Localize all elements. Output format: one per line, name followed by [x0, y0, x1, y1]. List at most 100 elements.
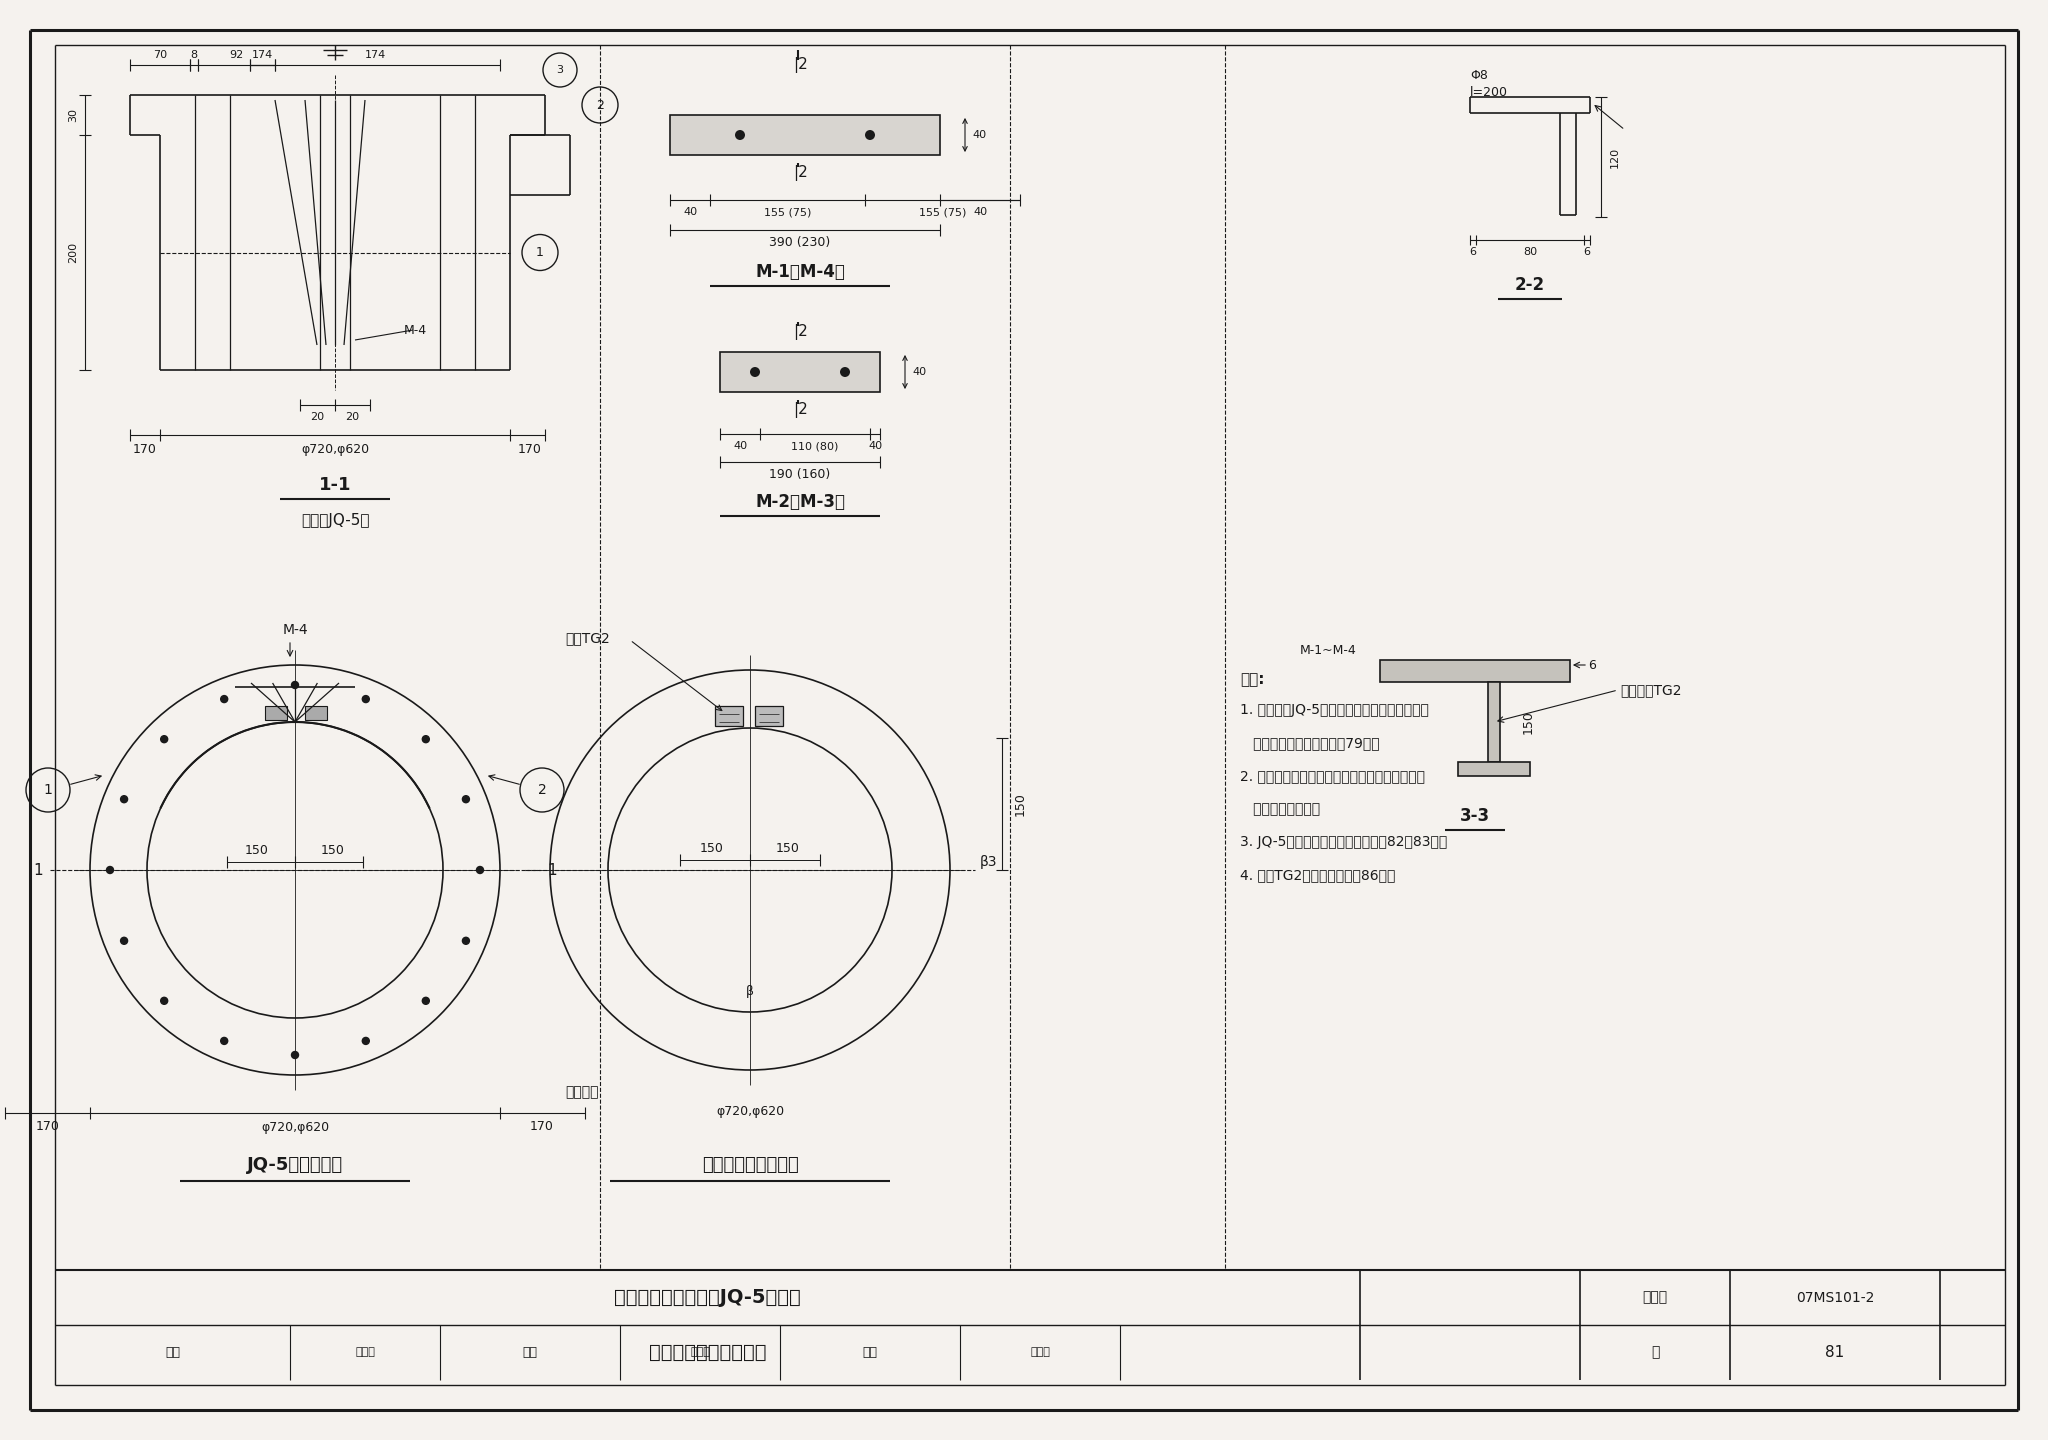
Text: φ720,φ620: φ720,φ620	[260, 1120, 330, 1133]
Text: 190 (160): 190 (160)	[770, 468, 831, 481]
Text: 2: 2	[596, 98, 604, 111]
Text: |2: |2	[793, 402, 807, 418]
Text: 155 (75): 155 (75)	[764, 207, 811, 217]
Bar	[1489, 683, 1499, 762]
Bar	[305, 706, 328, 720]
Text: M-4: M-4	[403, 324, 426, 337]
Text: 页: 页	[1651, 1345, 1659, 1359]
Circle shape	[160, 998, 168, 1004]
Circle shape	[291, 1051, 299, 1058]
Text: 110 (80): 110 (80)	[791, 441, 840, 451]
Text: JQ-5平面配筋图: JQ-5平面配筋图	[248, 1156, 344, 1174]
Text: 92: 92	[229, 50, 244, 60]
Text: 20: 20	[311, 412, 324, 422]
Text: 3-3: 3-3	[1460, 806, 1491, 825]
Text: 塑钢踏步TG2: 塑钢踏步TG2	[1620, 683, 1681, 697]
Text: 王龙生: 王龙生	[1030, 1348, 1051, 1358]
Text: 及预埋件、踏步大样图: 及预埋件、踏步大样图	[649, 1344, 766, 1362]
Circle shape	[422, 736, 430, 743]
Circle shape	[463, 796, 469, 802]
Text: （用于JQ-5）: （用于JQ-5）	[301, 513, 369, 527]
Text: 6: 6	[1587, 658, 1595, 671]
Polygon shape	[756, 706, 782, 726]
Text: 40: 40	[868, 441, 883, 451]
Text: M-2（M-3）: M-2（M-3）	[756, 492, 846, 511]
Text: 80: 80	[1524, 248, 1538, 256]
Text: 3: 3	[557, 65, 563, 75]
Text: 200: 200	[68, 242, 78, 264]
Bar	[264, 706, 287, 720]
Text: 预制井圈踏步大样图: 预制井圈踏步大样图	[702, 1156, 799, 1174]
Circle shape	[864, 130, 874, 140]
Text: 40: 40	[733, 441, 748, 451]
Text: 图集号: 图集号	[1642, 1290, 1667, 1305]
Circle shape	[840, 367, 850, 377]
Text: 6: 6	[1470, 248, 1477, 256]
Text: φ720,φ620: φ720,φ620	[717, 1106, 784, 1119]
Bar	[1458, 762, 1530, 776]
Text: 2. 预制井圈踏步位置见各井的模板图，安装井圈: 2. 预制井圈踏步位置见各井的模板图，安装井圈	[1239, 769, 1425, 783]
Text: 150: 150	[322, 844, 344, 857]
Text: 40: 40	[911, 367, 926, 377]
Text: 说明:: 说明:	[1239, 672, 1264, 687]
Text: 120: 120	[1610, 147, 1620, 167]
Circle shape	[221, 696, 227, 703]
Text: 预制井圈: 预制井圈	[565, 1084, 598, 1099]
Text: 155 (75): 155 (75)	[920, 207, 967, 217]
Circle shape	[362, 696, 369, 703]
Circle shape	[121, 796, 127, 802]
Text: 1: 1	[43, 783, 53, 796]
Text: 174: 174	[365, 50, 385, 60]
Text: φ720,φ620: φ720,φ620	[301, 442, 369, 455]
Text: M-1~M-4: M-1~M-4	[1300, 644, 1356, 657]
Text: 40: 40	[682, 207, 696, 217]
Circle shape	[750, 367, 760, 377]
Circle shape	[106, 867, 113, 874]
Text: 1. 预制井圈JQ-5用于需设保温井盖的井口上。: 1. 预制井圈JQ-5用于需设保温井盖的井口上。	[1239, 703, 1430, 717]
Text: M-1（M-4）: M-1（M-4）	[756, 264, 846, 281]
Text: 81: 81	[1825, 1345, 1845, 1359]
Text: 40: 40	[973, 207, 987, 217]
Circle shape	[477, 867, 483, 874]
Circle shape	[422, 998, 430, 1004]
Circle shape	[121, 937, 127, 945]
Text: 审核: 审核	[166, 1346, 180, 1359]
Text: 设计: 设计	[862, 1346, 877, 1359]
Text: 踏步TG2: 踏步TG2	[565, 631, 610, 645]
Circle shape	[291, 681, 299, 688]
Circle shape	[160, 736, 168, 743]
Text: 曾令兹: 曾令兹	[690, 1348, 711, 1358]
Text: 8: 8	[190, 50, 197, 60]
Text: 郭英雄: 郭英雄	[354, 1348, 375, 1358]
Text: 4. 踏步TG2详图见本图集第86页。: 4. 踏步TG2详图见本图集第86页。	[1239, 868, 1395, 881]
Text: 174: 174	[252, 50, 272, 60]
Text: 6: 6	[1583, 248, 1591, 256]
Text: 1: 1	[33, 863, 43, 877]
Bar	[670, 115, 940, 156]
Text: 390 (230): 390 (230)	[770, 236, 831, 249]
Text: 1: 1	[537, 246, 545, 259]
Text: |2: |2	[793, 324, 807, 340]
Text: 150: 150	[246, 844, 268, 857]
Text: β: β	[745, 985, 754, 998]
Text: 2-2: 2-2	[1516, 276, 1544, 294]
Text: 30: 30	[68, 108, 78, 122]
Text: |2: |2	[793, 58, 807, 73]
Text: 40: 40	[973, 130, 985, 140]
Text: |2: |2	[793, 166, 807, 181]
Text: 1: 1	[547, 863, 557, 877]
Circle shape	[735, 130, 745, 140]
Text: l=200: l=200	[1470, 85, 1507, 98]
Text: M-4: M-4	[283, 624, 307, 636]
Text: 70: 70	[154, 50, 168, 60]
Circle shape	[221, 1037, 227, 1044]
Text: 170: 170	[518, 442, 543, 455]
Text: β3: β3	[979, 855, 997, 868]
Text: 150: 150	[1014, 792, 1026, 816]
Text: 150: 150	[1522, 710, 1534, 734]
Text: 钢筋混凝土预制井圈JQ-5配筋图: 钢筋混凝土预制井圈JQ-5配筋图	[614, 1287, 801, 1308]
Text: 07MS101-2: 07MS101-2	[1796, 1290, 1874, 1305]
Text: 170: 170	[133, 442, 158, 455]
Text: 保温井盖详图见本图集第79页。: 保温井盖详图见本图集第79页。	[1239, 736, 1380, 750]
Polygon shape	[715, 706, 743, 726]
